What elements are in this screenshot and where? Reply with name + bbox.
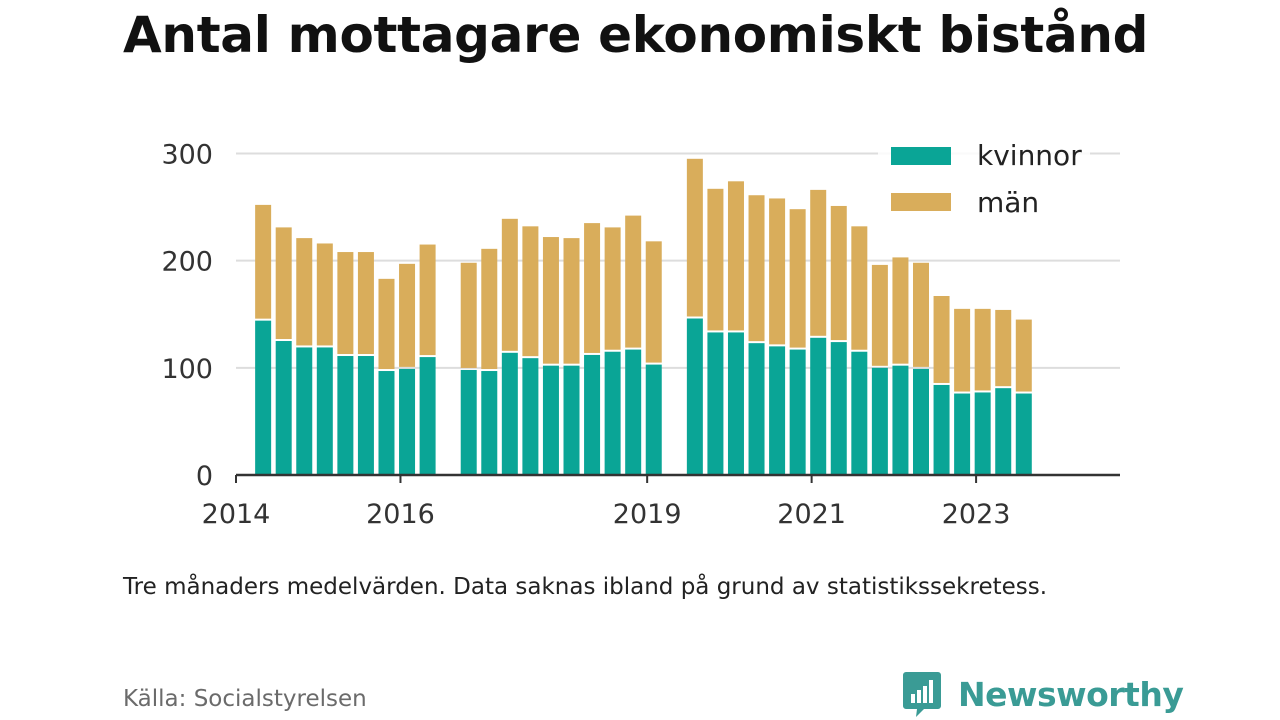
y-tick-label: 300 [161,139,213,170]
bar-kvinnor [481,371,498,475]
bar-kvinnor [769,346,786,475]
brand-name: Newsworthy [958,674,1184,714]
y-tick-label: 200 [161,247,213,278]
bar-man [316,243,333,346]
bar-man [830,205,847,341]
bar-man [419,244,436,356]
bar-kvinnor [707,332,724,475]
bar-kvinnor [748,343,765,475]
bar-man [851,226,868,350]
bar-kvinnor [275,341,292,475]
bar-kvinnor [686,318,703,475]
bar-man [275,227,292,340]
bar-man [645,241,662,363]
bar-man [789,209,806,348]
bar-man [871,264,888,366]
newsworthy-logo: Newsworthy [902,670,1184,718]
bar-kvinnor [337,356,354,475]
x-tick-label: 2023 [942,499,1011,530]
bar-man [727,181,744,331]
bar-man [892,257,909,364]
axis-ticks: 0 100 200 300 2014 2016 2019 2021 2023 [161,139,1010,530]
bar-kvinnor [912,368,929,475]
chart-legend: kvinnor män [878,138,1090,230]
bar-man [378,278,395,370]
bar-kvinnor [871,367,888,475]
bar-kvinnor [563,365,580,475]
bar-kvinnor [789,349,806,475]
x-tick-label: 2014 [202,499,271,530]
bar-kvinnor [995,388,1012,475]
bar-kvinnor [830,342,847,475]
bar-man [686,158,703,317]
bar-kvinnor [378,371,395,475]
x-tick-label: 2016 [366,499,435,530]
bar-man [337,252,354,355]
bar-man [357,252,374,355]
bar-kvinnor [933,384,950,475]
bar-kvinnor [542,365,559,475]
legend-label-kvinnor: kvinnor [977,139,1082,172]
chart-title: Antal mottagare ekonomiskt bistånd [123,6,1149,64]
y-tick-label: 0 [196,461,213,492]
bar-man [974,308,991,391]
bar-man [584,223,601,353]
bar-kvinnor [974,392,991,475]
bar-kvinnor [357,356,374,475]
bar-kvinnor [255,320,272,475]
bar-man [296,238,313,346]
legend-label-man: män [977,186,1039,219]
bar-kvinnor [460,369,477,475]
legend-swatch-kvinnor [891,147,951,165]
bar-kvinnor [501,352,518,475]
newsworthy-logo-icon [903,672,941,717]
bar-man [954,308,971,392]
bar-man [481,248,498,370]
bar-kvinnor [399,368,416,475]
bar-kvinnor [727,332,744,475]
bar-kvinnor [625,349,642,475]
bar-man [501,218,518,351]
bar-man [748,195,765,342]
bars [255,158,1032,475]
bar-man [625,215,642,348]
source-credit: Källa: Socialstyrelsen [123,686,367,712]
bar-man [255,204,272,319]
bar-man [522,226,539,357]
bar-kvinnor [645,364,662,475]
bar-man [707,188,724,331]
bar-man [995,309,1012,387]
bar-man [399,263,416,367]
bar-man [810,189,827,336]
bar-kvinnor [810,337,827,475]
chart-note: Tre månaders medelvärden. Data saknas ib… [123,574,1048,600]
bar-kvinnor [892,365,909,475]
bar-man [460,262,477,368]
bar-kvinnor [419,357,436,475]
bar-man [912,262,929,367]
bar-kvinnor [604,351,621,475]
bar-man [604,227,621,350]
bar-kvinnor [522,358,539,475]
bar-kvinnor [296,347,313,475]
legend-swatch-man [891,193,951,211]
bar-man [769,198,786,345]
y-tick-label: 100 [161,354,213,385]
bar-man [542,237,559,364]
bar-kvinnor [584,354,601,475]
bar-kvinnor [954,393,971,475]
x-tick-label: 2019 [613,499,682,530]
bar-kvinnor [316,347,333,475]
bar-kvinnor [1015,393,1032,475]
bar-man [1015,319,1032,392]
bar-kvinnor [851,351,868,475]
bar-man [933,295,950,383]
x-tick-label: 2021 [777,499,846,530]
bar-man [563,238,580,364]
